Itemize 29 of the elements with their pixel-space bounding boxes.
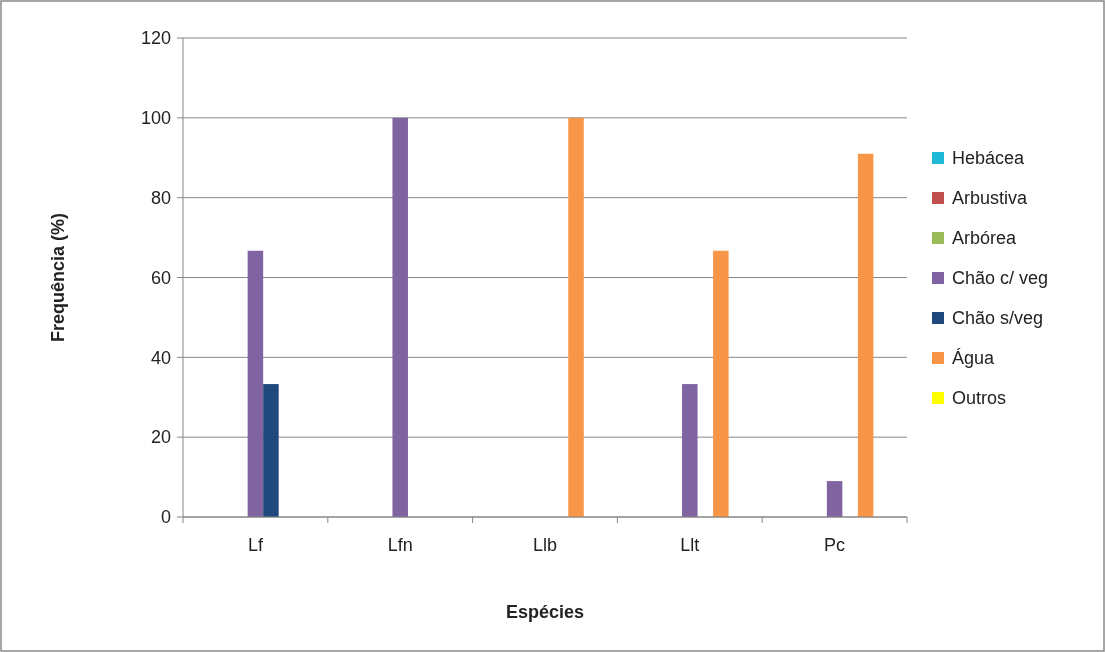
x-axis-title: Espécies — [505, 602, 585, 622]
x-tick-label: Pc — [824, 535, 846, 555]
bar — [247, 250, 264, 517]
y-tick-label: 60 — [150, 267, 171, 288]
x-tick-label: Llt — [680, 535, 700, 555]
x-tick-label: Llb — [532, 535, 558, 555]
y-tick-label: 20 — [150, 427, 171, 448]
y-tick-label: 0 — [160, 507, 171, 528]
x-tick-label: Lfn — [387, 535, 413, 555]
y-tick-label: 80 — [150, 187, 171, 208]
legend-label: Arbustiva — [952, 188, 1029, 209]
x-tick-label: Lf — [247, 535, 264, 555]
y-tick-label: 40 — [150, 347, 171, 368]
legend-label: Água — [952, 348, 996, 369]
bar — [857, 153, 874, 517]
y-axis-title: Frequência (%) — [48, 212, 68, 343]
legend-label: Outros — [952, 388, 1007, 409]
y-tick-label: 120 — [140, 28, 171, 49]
bar — [263, 384, 279, 517]
legend-label: Hebácea — [952, 148, 1026, 169]
bar — [392, 117, 408, 517]
bar — [826, 481, 843, 517]
bar — [568, 117, 584, 517]
legend-label: Arbórea — [952, 228, 1018, 249]
y-tick-label: 100 — [140, 108, 171, 129]
bar — [682, 384, 698, 517]
legend-label: Chão c/ veg — [952, 268, 1049, 289]
legend-label: Chão s/veg — [952, 308, 1044, 329]
bar — [713, 250, 729, 517]
